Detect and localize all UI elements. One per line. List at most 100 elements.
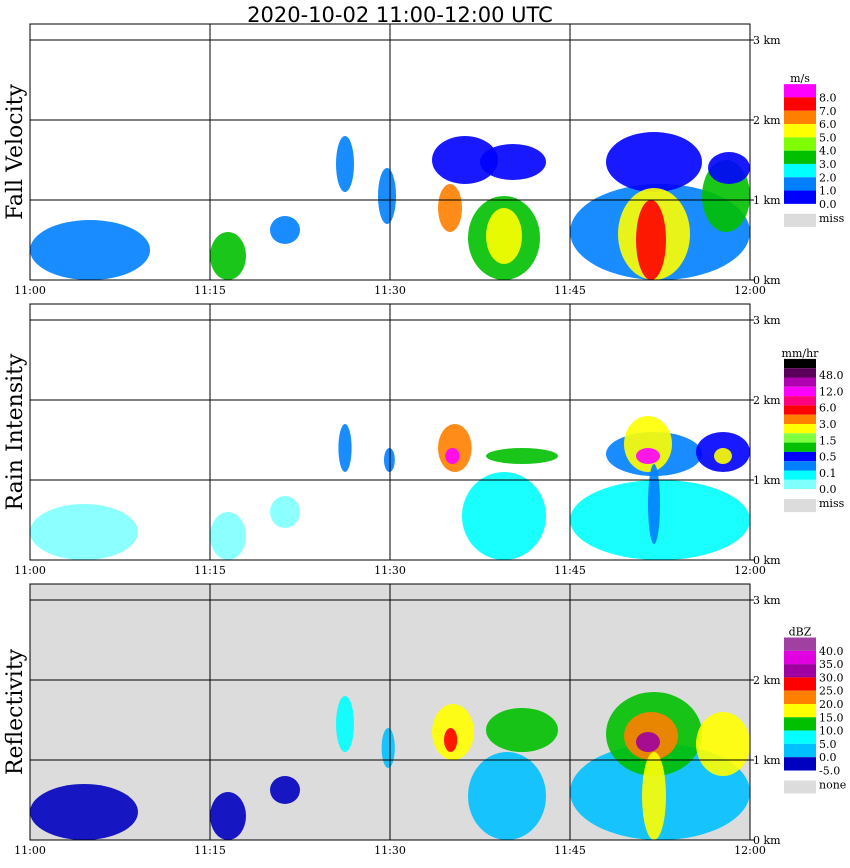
echo-cell bbox=[570, 480, 750, 560]
x-tick-label: 11:00 bbox=[14, 844, 46, 857]
legend-swatch bbox=[784, 650, 816, 665]
legend-swatch bbox=[784, 405, 816, 415]
echo-cell bbox=[696, 712, 750, 776]
panel-frame bbox=[29, 23, 751, 281]
chart-title: 2020-10-02 11:00-12:00 UTC bbox=[247, 3, 553, 27]
legend-missing-swatch bbox=[784, 213, 816, 227]
y-tick-label: 1 km bbox=[753, 474, 781, 487]
legend-level-label: 1.5 bbox=[819, 434, 837, 447]
legend-level-label: 6.0 bbox=[819, 118, 837, 131]
legend-swatch bbox=[784, 137, 816, 151]
legend-level-label: 3.0 bbox=[819, 418, 837, 431]
echo-cell bbox=[642, 752, 666, 840]
legend-swatch bbox=[784, 368, 816, 378]
legend-swatch bbox=[784, 377, 816, 387]
x-tick-label: 11:30 bbox=[374, 564, 406, 577]
legend-level-label: 6.0 bbox=[819, 402, 837, 415]
legend-swatch bbox=[784, 433, 816, 443]
legend-swatch bbox=[784, 717, 816, 731]
echo-cell bbox=[30, 220, 150, 280]
legend-level-label: 0.1 bbox=[819, 467, 837, 480]
legend-unit: m/s bbox=[790, 72, 810, 85]
echo-cell bbox=[336, 696, 354, 752]
legend-swatch bbox=[784, 442, 816, 452]
x-tick-label: 11:45 bbox=[554, 284, 586, 297]
echo-cell bbox=[438, 184, 462, 232]
x-tick-label: 11:45 bbox=[554, 564, 586, 577]
echo-cell bbox=[486, 208, 522, 264]
y-tick-label: 2 km bbox=[753, 394, 781, 407]
x-tick-label: 12:00 bbox=[734, 284, 766, 297]
legend-level-label: 10.0 bbox=[819, 725, 844, 738]
x-tick-label: 11:15 bbox=[194, 284, 226, 297]
echo-cell bbox=[381, 728, 395, 768]
legend-level-label: 5.0 bbox=[819, 738, 837, 751]
legend-missing-swatch bbox=[784, 499, 816, 513]
legend-level-label: 20.0 bbox=[819, 698, 844, 711]
x-tick-label: 11:45 bbox=[554, 844, 586, 857]
legend-swatch bbox=[784, 386, 816, 397]
x-tick-label: 11:30 bbox=[374, 844, 406, 857]
legend-level-label: 25.0 bbox=[819, 685, 844, 698]
panel-frame bbox=[29, 303, 751, 561]
legend-swatch bbox=[784, 124, 816, 138]
echo-cell bbox=[636, 200, 666, 280]
y-tick-label: 2 km bbox=[753, 674, 781, 687]
legend-level-label: 2.0 bbox=[819, 171, 837, 184]
legend-swatch bbox=[784, 479, 816, 490]
legend-swatch bbox=[784, 150, 816, 164]
echo-cell bbox=[30, 784, 138, 840]
echo-cell bbox=[486, 708, 558, 752]
legend-swatch bbox=[784, 97, 816, 111]
legend-swatch bbox=[784, 690, 816, 704]
echo-cell bbox=[648, 464, 660, 544]
legend-swatch bbox=[784, 190, 816, 204]
echo-cell bbox=[708, 152, 750, 184]
legend-swatch bbox=[784, 414, 816, 424]
legend-level-label: 48.0 bbox=[819, 369, 844, 382]
legend-unit: mm/hr bbox=[782, 347, 820, 360]
y-tick-label: 0 km bbox=[753, 274, 781, 287]
y-tick-label: 0 km bbox=[753, 834, 781, 847]
echo-cell bbox=[714, 448, 732, 464]
legend-swatch bbox=[784, 424, 816, 434]
legend-swatch bbox=[784, 637, 816, 651]
legend-missing-label: miss bbox=[819, 497, 845, 510]
echo-cell bbox=[210, 232, 246, 280]
legend-swatch bbox=[784, 358, 816, 369]
legend-swatch bbox=[784, 470, 816, 480]
echo-cell bbox=[486, 448, 558, 464]
legend-level-label: 8.0 bbox=[819, 91, 837, 104]
legend-swatch bbox=[784, 177, 816, 191]
legend-level-label: 4.0 bbox=[819, 145, 837, 158]
legend-swatch bbox=[784, 396, 816, 406]
legend-swatch bbox=[784, 451, 816, 462]
echo-cell bbox=[270, 216, 300, 244]
x-tick-label: 11:00 bbox=[14, 284, 46, 297]
legend-swatch bbox=[784, 757, 816, 771]
legend-level-label: 12.0 bbox=[819, 385, 844, 398]
echo-cell bbox=[338, 424, 352, 472]
echo-cell bbox=[210, 792, 246, 840]
legend-level-label: 0.0 bbox=[819, 751, 837, 764]
echo-cell bbox=[606, 132, 702, 192]
legend-swatch bbox=[784, 664, 816, 678]
echo-cell bbox=[384, 448, 395, 472]
echo-cell bbox=[30, 504, 138, 560]
legend-missing-swatch bbox=[784, 780, 816, 794]
legend-level-label: 30.0 bbox=[819, 671, 844, 684]
echo-cell bbox=[210, 512, 246, 560]
legend-swatch bbox=[784, 163, 816, 178]
legend-swatch bbox=[784, 110, 816, 125]
x-tick-label: 12:00 bbox=[734, 844, 766, 857]
y-tick-label: 3 km bbox=[753, 594, 781, 607]
x-tick-label: 11:30 bbox=[374, 284, 406, 297]
x-tick-label: 11:15 bbox=[194, 844, 226, 857]
echo-cell bbox=[378, 168, 396, 224]
legend-missing-label: none bbox=[819, 779, 846, 792]
x-tick-label: 11:15 bbox=[194, 564, 226, 577]
legend-swatch bbox=[784, 704, 816, 718]
legend-level-label: 40.0 bbox=[819, 645, 844, 658]
echo-cell bbox=[480, 144, 546, 180]
